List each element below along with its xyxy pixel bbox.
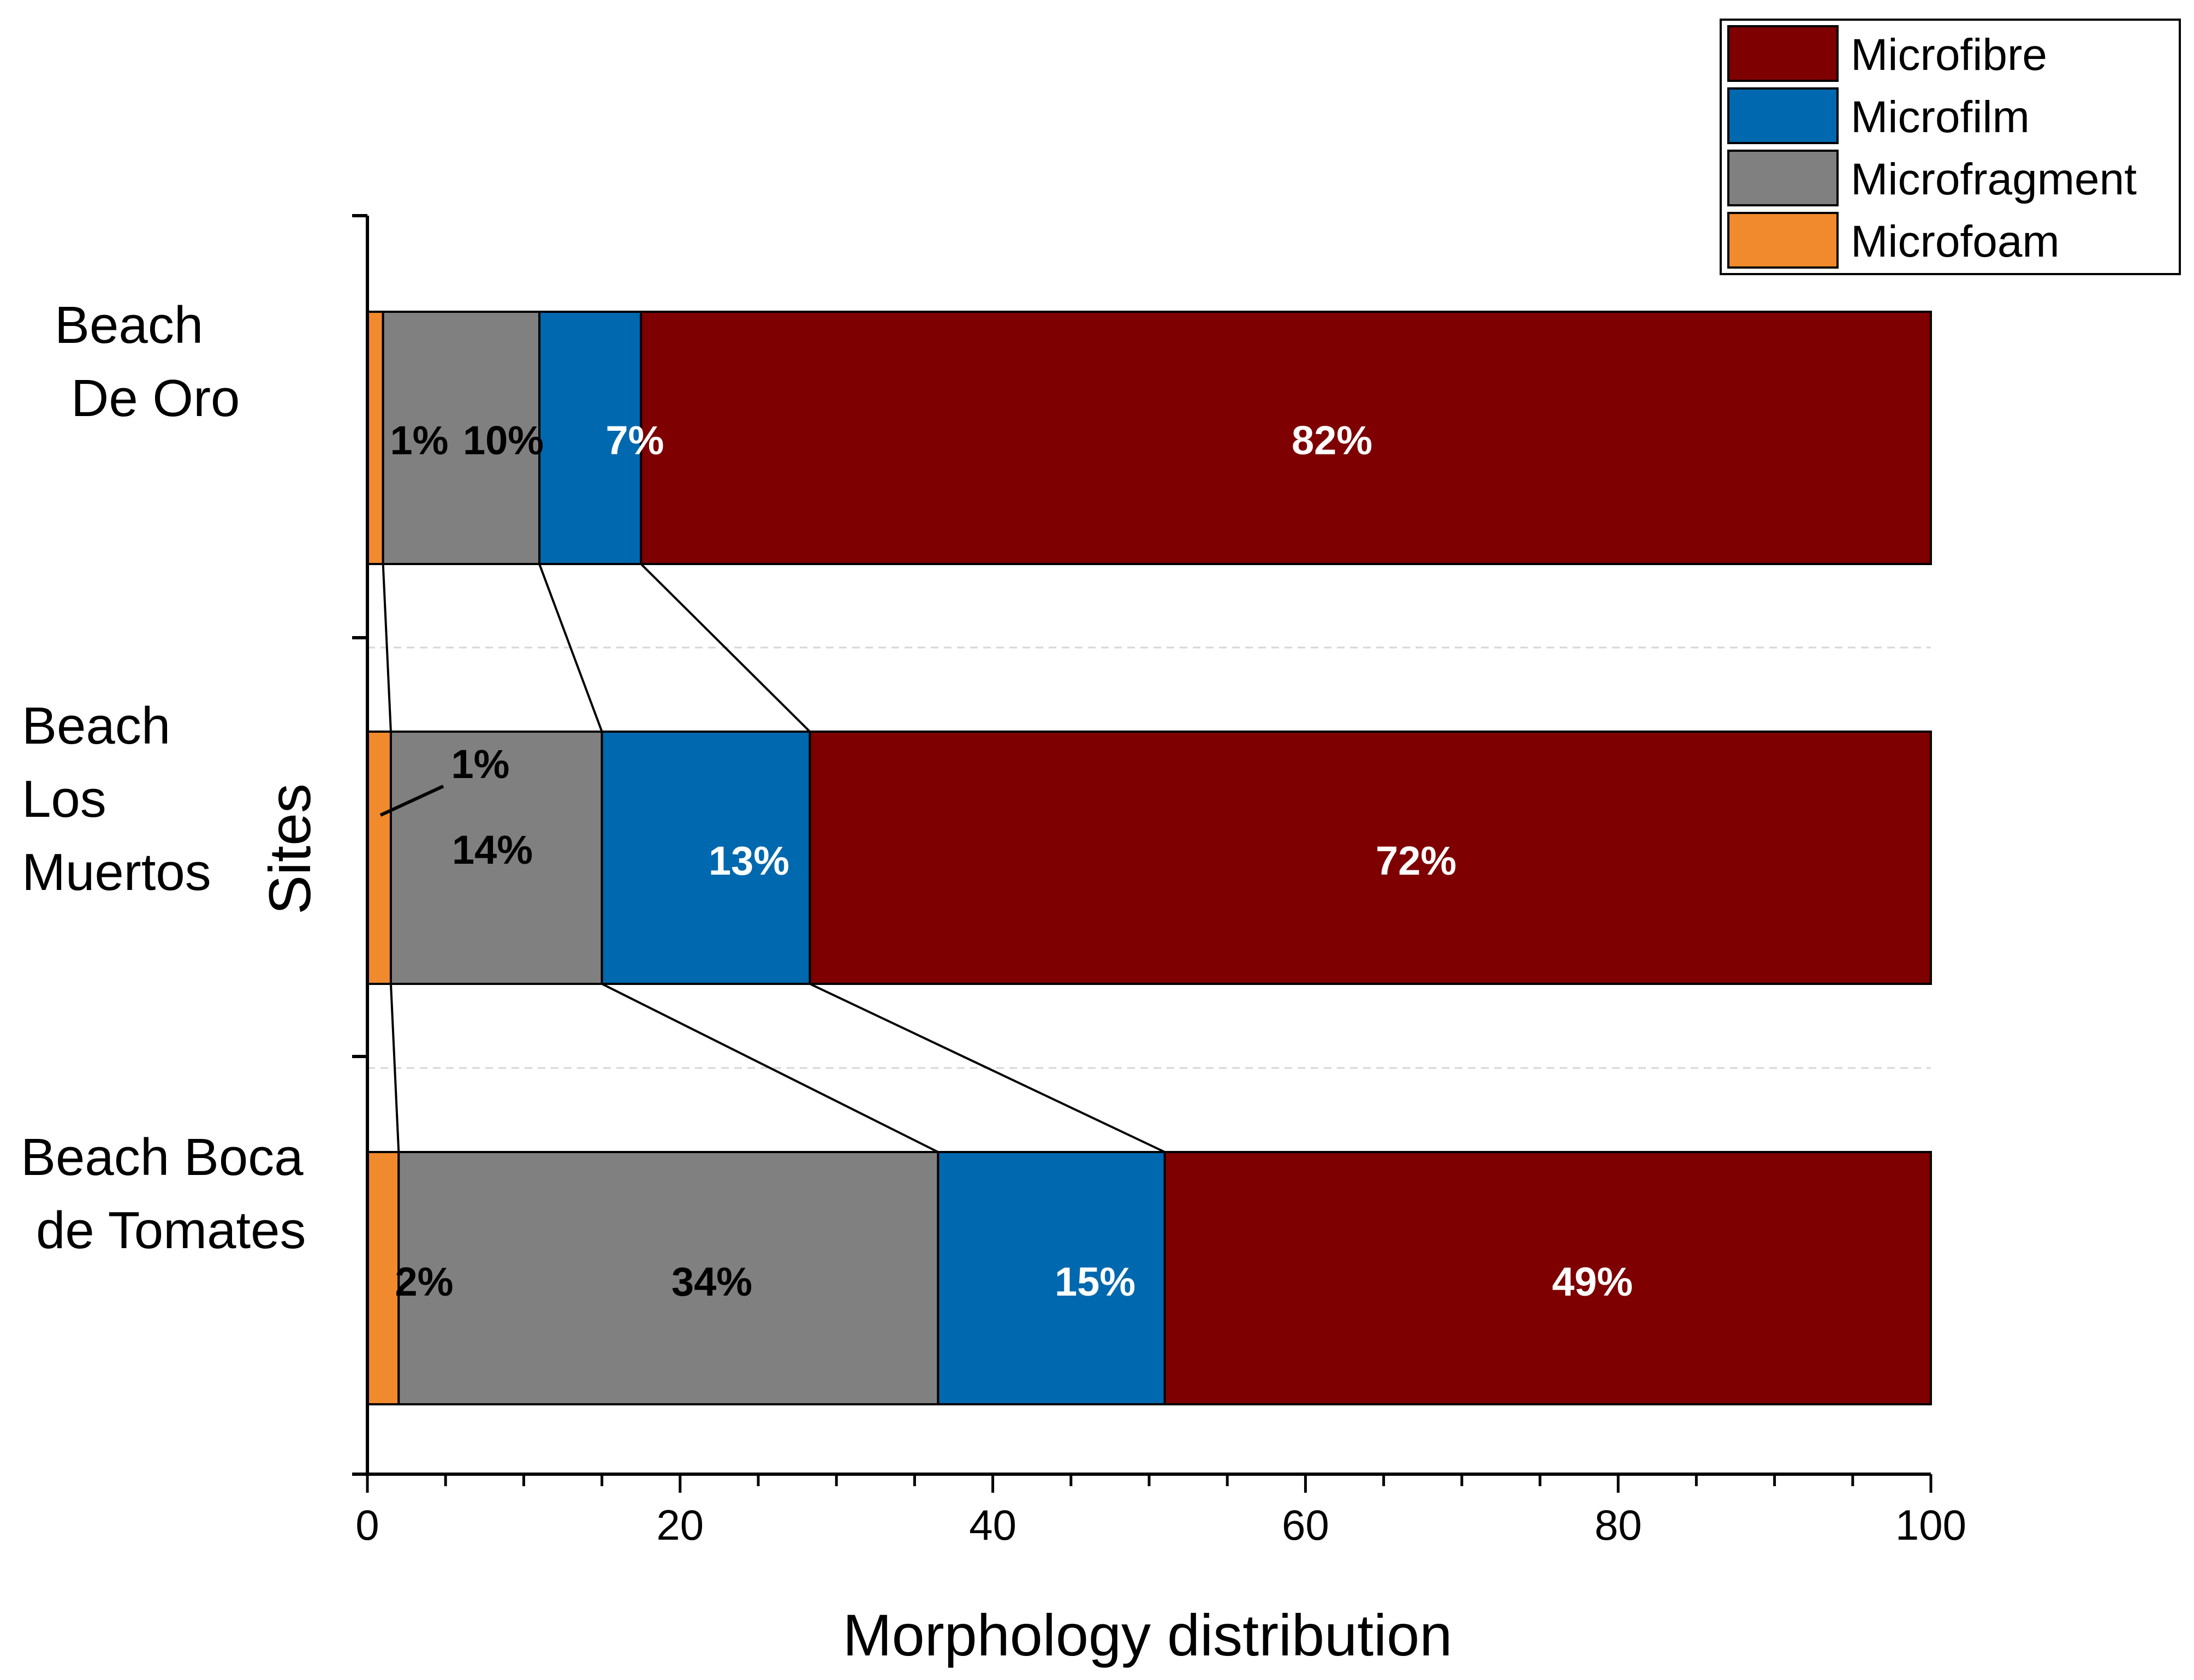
x-tick-label: 0 [355,1501,379,1549]
bar-microfragment-3 [397,1151,940,1405]
connector-line [382,563,392,732]
data-label-microfragment-3: 34% [671,1259,752,1304]
data-label-microfragment-2: 14% [452,827,533,872]
connector-line [809,983,1166,1153]
segment-labels: 1% 10% 7% 82% 1% 14% 13% 72% 2% 34% 15% 49% [379,418,1633,1304]
legend-label-microfragment: Microfragment [1851,155,2137,204]
bar-microfibre-1 [640,311,1932,565]
bar-microfoam-3 [366,1151,400,1405]
bar-microfoam-1 [366,311,384,565]
data-label-microfibre-1: 82% [1292,418,1372,463]
data-label-microfilm-1: 7% [606,418,664,463]
bar-microfilm-1 [538,311,643,565]
bar-microfilm-3 [937,1151,1166,1405]
bar-microfragment-2 [389,731,603,985]
connector-line [389,983,400,1153]
category-labels: Beach De Oro Beach Los Muertos Beach Boca de T… [21,296,306,1260]
connector-line [538,563,603,732]
connector-line [640,563,811,733]
data-label-microfoam-1: 1% [390,418,449,463]
x-axis-title: Morphology distribution [843,1602,1453,1668]
gridlines [367,646,1931,1069]
data-label-microfilm-2: 13% [709,838,789,883]
legend-label-microfibre: Microfibre [1851,30,2047,80]
bars [366,311,1932,1405]
data-label-microfilm-3: 15% [1055,1259,1135,1304]
legend-swatch-microfragment [1727,150,1839,206]
connector-lines [382,563,1166,1153]
category-label-2: Beach [22,697,170,755]
y-axis-title: Sites [257,783,323,915]
category-label-2: Muertos [22,843,211,901]
data-label-microfibre-2: 72% [1376,838,1456,883]
bar-microfibre-2 [808,731,1932,985]
x-tick-label: 60 [1282,1501,1329,1549]
data-label-microfragment-1: 10% [463,418,544,463]
bar-microfoam-2 [366,731,392,985]
legend-swatch-microfilm [1727,87,1839,144]
x-tick-label: 80 [1595,1501,1642,1549]
legend-swatch-microfibre [1727,25,1839,82]
bar-microfibre-3 [1163,1151,1932,1405]
legend-label-microfilm: Microfilm [1851,92,2030,142]
category-label-1: De Oro [71,369,240,428]
legend: Microfibre Microfilm Microfragment Microfoa… [1720,19,2181,275]
data-label-microfoam-2: 1% [451,741,510,787]
data-label-microfoam-3: 2% [395,1259,454,1304]
connector-line [601,983,939,1153]
category-label-1: Beach [55,296,203,354]
x-tick-label: 40 [969,1501,1016,1549]
category-label-3: de Tomates [36,1201,306,1260]
x-tick-label: 100 [1895,1501,1966,1549]
category-label-2: Los [22,770,106,828]
x-tick-label: 20 [656,1501,704,1549]
legend-label-microfoam: Microfoam [1851,217,2060,266]
category-label-3: Beach Boca [21,1128,304,1186]
label-leader-line [379,785,444,817]
data-label-microfibre-3: 49% [1552,1259,1633,1304]
bar-microfilm-2 [600,731,811,985]
axes: 0 20 40 60 80 100 [352,214,1966,1549]
legend-swatch-microfoam [1727,212,1839,269]
